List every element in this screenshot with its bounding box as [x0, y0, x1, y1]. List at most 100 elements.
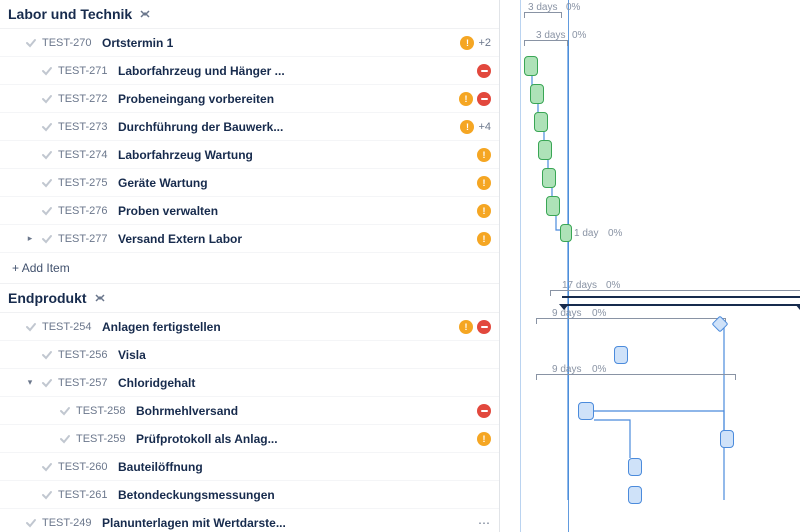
blocker-icon[interactable] [477, 320, 491, 334]
blocker-icon[interactable] [477, 64, 491, 78]
task-key[interactable]: TEST-249 [40, 517, 102, 529]
gantt-bar[interactable] [628, 458, 642, 476]
check-icon[interactable] [38, 461, 56, 473]
extra-count[interactable]: +4 [478, 121, 491, 133]
check-icon[interactable] [38, 65, 56, 77]
check-icon[interactable] [22, 517, 40, 529]
task-key[interactable]: TEST-274 [56, 149, 118, 161]
task-name[interactable]: Planunterlagen mit Wertdarste... [102, 516, 478, 530]
task-key[interactable]: TEST-272 [56, 93, 118, 105]
warning-icon[interactable]: ! [477, 176, 491, 190]
expander-icon[interactable]: ▸ [22, 233, 38, 244]
task-row[interactable]: TEST-261Betondeckungsmessungen [0, 481, 499, 509]
gantt-bar[interactable] [530, 84, 544, 104]
check-icon[interactable] [56, 405, 74, 417]
warning-icon[interactable]: ! [460, 120, 474, 134]
task-name[interactable]: Visla [118, 348, 491, 362]
task-row[interactable]: TEST-249Planunterlagen mit Wertdarste...… [0, 509, 499, 532]
task-key[interactable]: TEST-276 [56, 205, 118, 217]
task-name[interactable]: Proben verwalten [118, 204, 477, 218]
task-row[interactable]: TEST-254Anlagen fertigstellen! [0, 313, 499, 341]
check-icon[interactable] [38, 205, 56, 217]
check-icon[interactable] [38, 377, 56, 389]
task-row[interactable]: TEST-276Proben verwalten! [0, 197, 499, 225]
warning-icon[interactable]: ! [477, 232, 491, 246]
task-row[interactable]: ▾ TEST-257Chloridgehalt [0, 369, 499, 397]
gantt-bar[interactable] [546, 196, 560, 216]
check-icon[interactable] [38, 149, 56, 161]
task-name[interactable]: Geräte Wartung [118, 176, 477, 190]
warning-icon[interactable]: ! [477, 204, 491, 218]
task-name[interactable]: Laborfahrzeug Wartung [118, 148, 477, 162]
gantt-bar[interactable] [538, 140, 552, 160]
task-name[interactable]: Durchführung der Bauwerk... [118, 120, 460, 134]
task-row[interactable]: TEST-256Visla [0, 341, 499, 369]
task-name[interactable]: Laborfahrzeug und Hänger ... [118, 64, 477, 78]
task-key[interactable]: TEST-261 [56, 489, 118, 501]
task-row[interactable]: TEST-259Prüfprotokoll als Anlag...! [0, 425, 499, 453]
gantt-bar[interactable] [524, 56, 538, 76]
collapse-icon[interactable] [93, 291, 107, 305]
task-key[interactable]: TEST-256 [56, 349, 118, 361]
extra-count[interactable]: +2 [478, 37, 491, 49]
check-icon[interactable] [56, 433, 74, 445]
check-icon[interactable] [22, 321, 40, 333]
check-icon[interactable] [38, 121, 56, 133]
task-row[interactable]: TEST-274Laborfahrzeug Wartung! [0, 141, 499, 169]
task-name[interactable]: Anlagen fertigstellen [102, 320, 459, 334]
task-name[interactable]: Probeneingang vorbereiten [118, 92, 459, 106]
check-icon[interactable] [38, 93, 56, 105]
warning-icon[interactable]: ! [459, 92, 473, 106]
task-row[interactable]: TEST-258Bohrmehlversand [0, 397, 499, 425]
task-row[interactable]: ▸ TEST-277Versand Extern Labor! [0, 225, 499, 253]
gantt-bar[interactable] [720, 430, 734, 448]
check-icon[interactable] [22, 37, 40, 49]
task-key[interactable]: TEST-271 [56, 65, 118, 77]
warning-icon[interactable]: ! [459, 320, 473, 334]
task-key[interactable]: TEST-254 [40, 321, 102, 333]
task-name[interactable]: Betondeckungsmessungen [118, 488, 491, 502]
check-icon[interactable] [38, 489, 56, 501]
summary-bar[interactable] [562, 296, 800, 306]
task-name[interactable]: Bauteilöffnung [118, 460, 491, 474]
task-row[interactable]: TEST-275Geräte Wartung! [0, 169, 499, 197]
task-row[interactable]: TEST-270Ortstermin 1! +2 [0, 29, 499, 57]
warning-icon[interactable]: ! [477, 148, 491, 162]
task-key[interactable]: TEST-257 [56, 377, 118, 389]
check-icon[interactable] [38, 177, 56, 189]
task-row[interactable]: TEST-272Probeneingang vorbereiten! [0, 85, 499, 113]
task-key[interactable]: TEST-277 [56, 233, 118, 245]
gantt-bar[interactable] [542, 168, 556, 188]
gantt-bar[interactable] [534, 112, 548, 132]
task-name[interactable]: Versand Extern Labor [118, 232, 477, 246]
task-key[interactable]: TEST-260 [56, 461, 118, 473]
blocker-icon[interactable] [477, 92, 491, 106]
blocker-icon[interactable] [477, 404, 491, 418]
group-header[interactable]: Endprodukt [0, 284, 499, 313]
warning-icon[interactable]: ! [460, 36, 474, 50]
task-name[interactable]: Bohrmehlversand [136, 404, 477, 418]
task-name[interactable]: Prüfprotokoll als Anlag... [136, 432, 477, 446]
gantt-bar[interactable] [628, 486, 642, 504]
task-row[interactable]: TEST-260Bauteilöffnung [0, 453, 499, 481]
task-row[interactable]: TEST-273Durchführung der Bauwerk...! +4 [0, 113, 499, 141]
add-item-button[interactable]: Add Item [0, 253, 499, 284]
task-key[interactable]: TEST-270 [40, 37, 102, 49]
more-icon[interactable]: ⋯ [478, 516, 491, 530]
task-name[interactable]: Ortstermin 1 [102, 36, 460, 50]
gantt-bar[interactable] [614, 346, 628, 364]
check-icon[interactable] [38, 349, 56, 361]
expander-icon[interactable]: ▾ [22, 377, 38, 388]
task-key[interactable]: TEST-258 [74, 405, 136, 417]
group-header[interactable]: Labor und Technik [0, 0, 499, 29]
task-key[interactable]: TEST-275 [56, 177, 118, 189]
task-name[interactable]: Chloridgehalt [118, 376, 491, 390]
warning-icon[interactable]: ! [477, 432, 491, 446]
check-icon[interactable] [38, 233, 56, 245]
gantt-bar[interactable] [560, 224, 572, 242]
task-key[interactable]: TEST-259 [74, 433, 136, 445]
task-key[interactable]: TEST-273 [56, 121, 118, 133]
task-row[interactable]: TEST-271Laborfahrzeug und Hänger ... [0, 57, 499, 85]
collapse-icon[interactable] [138, 7, 152, 21]
gantt-bar[interactable] [578, 402, 594, 420]
